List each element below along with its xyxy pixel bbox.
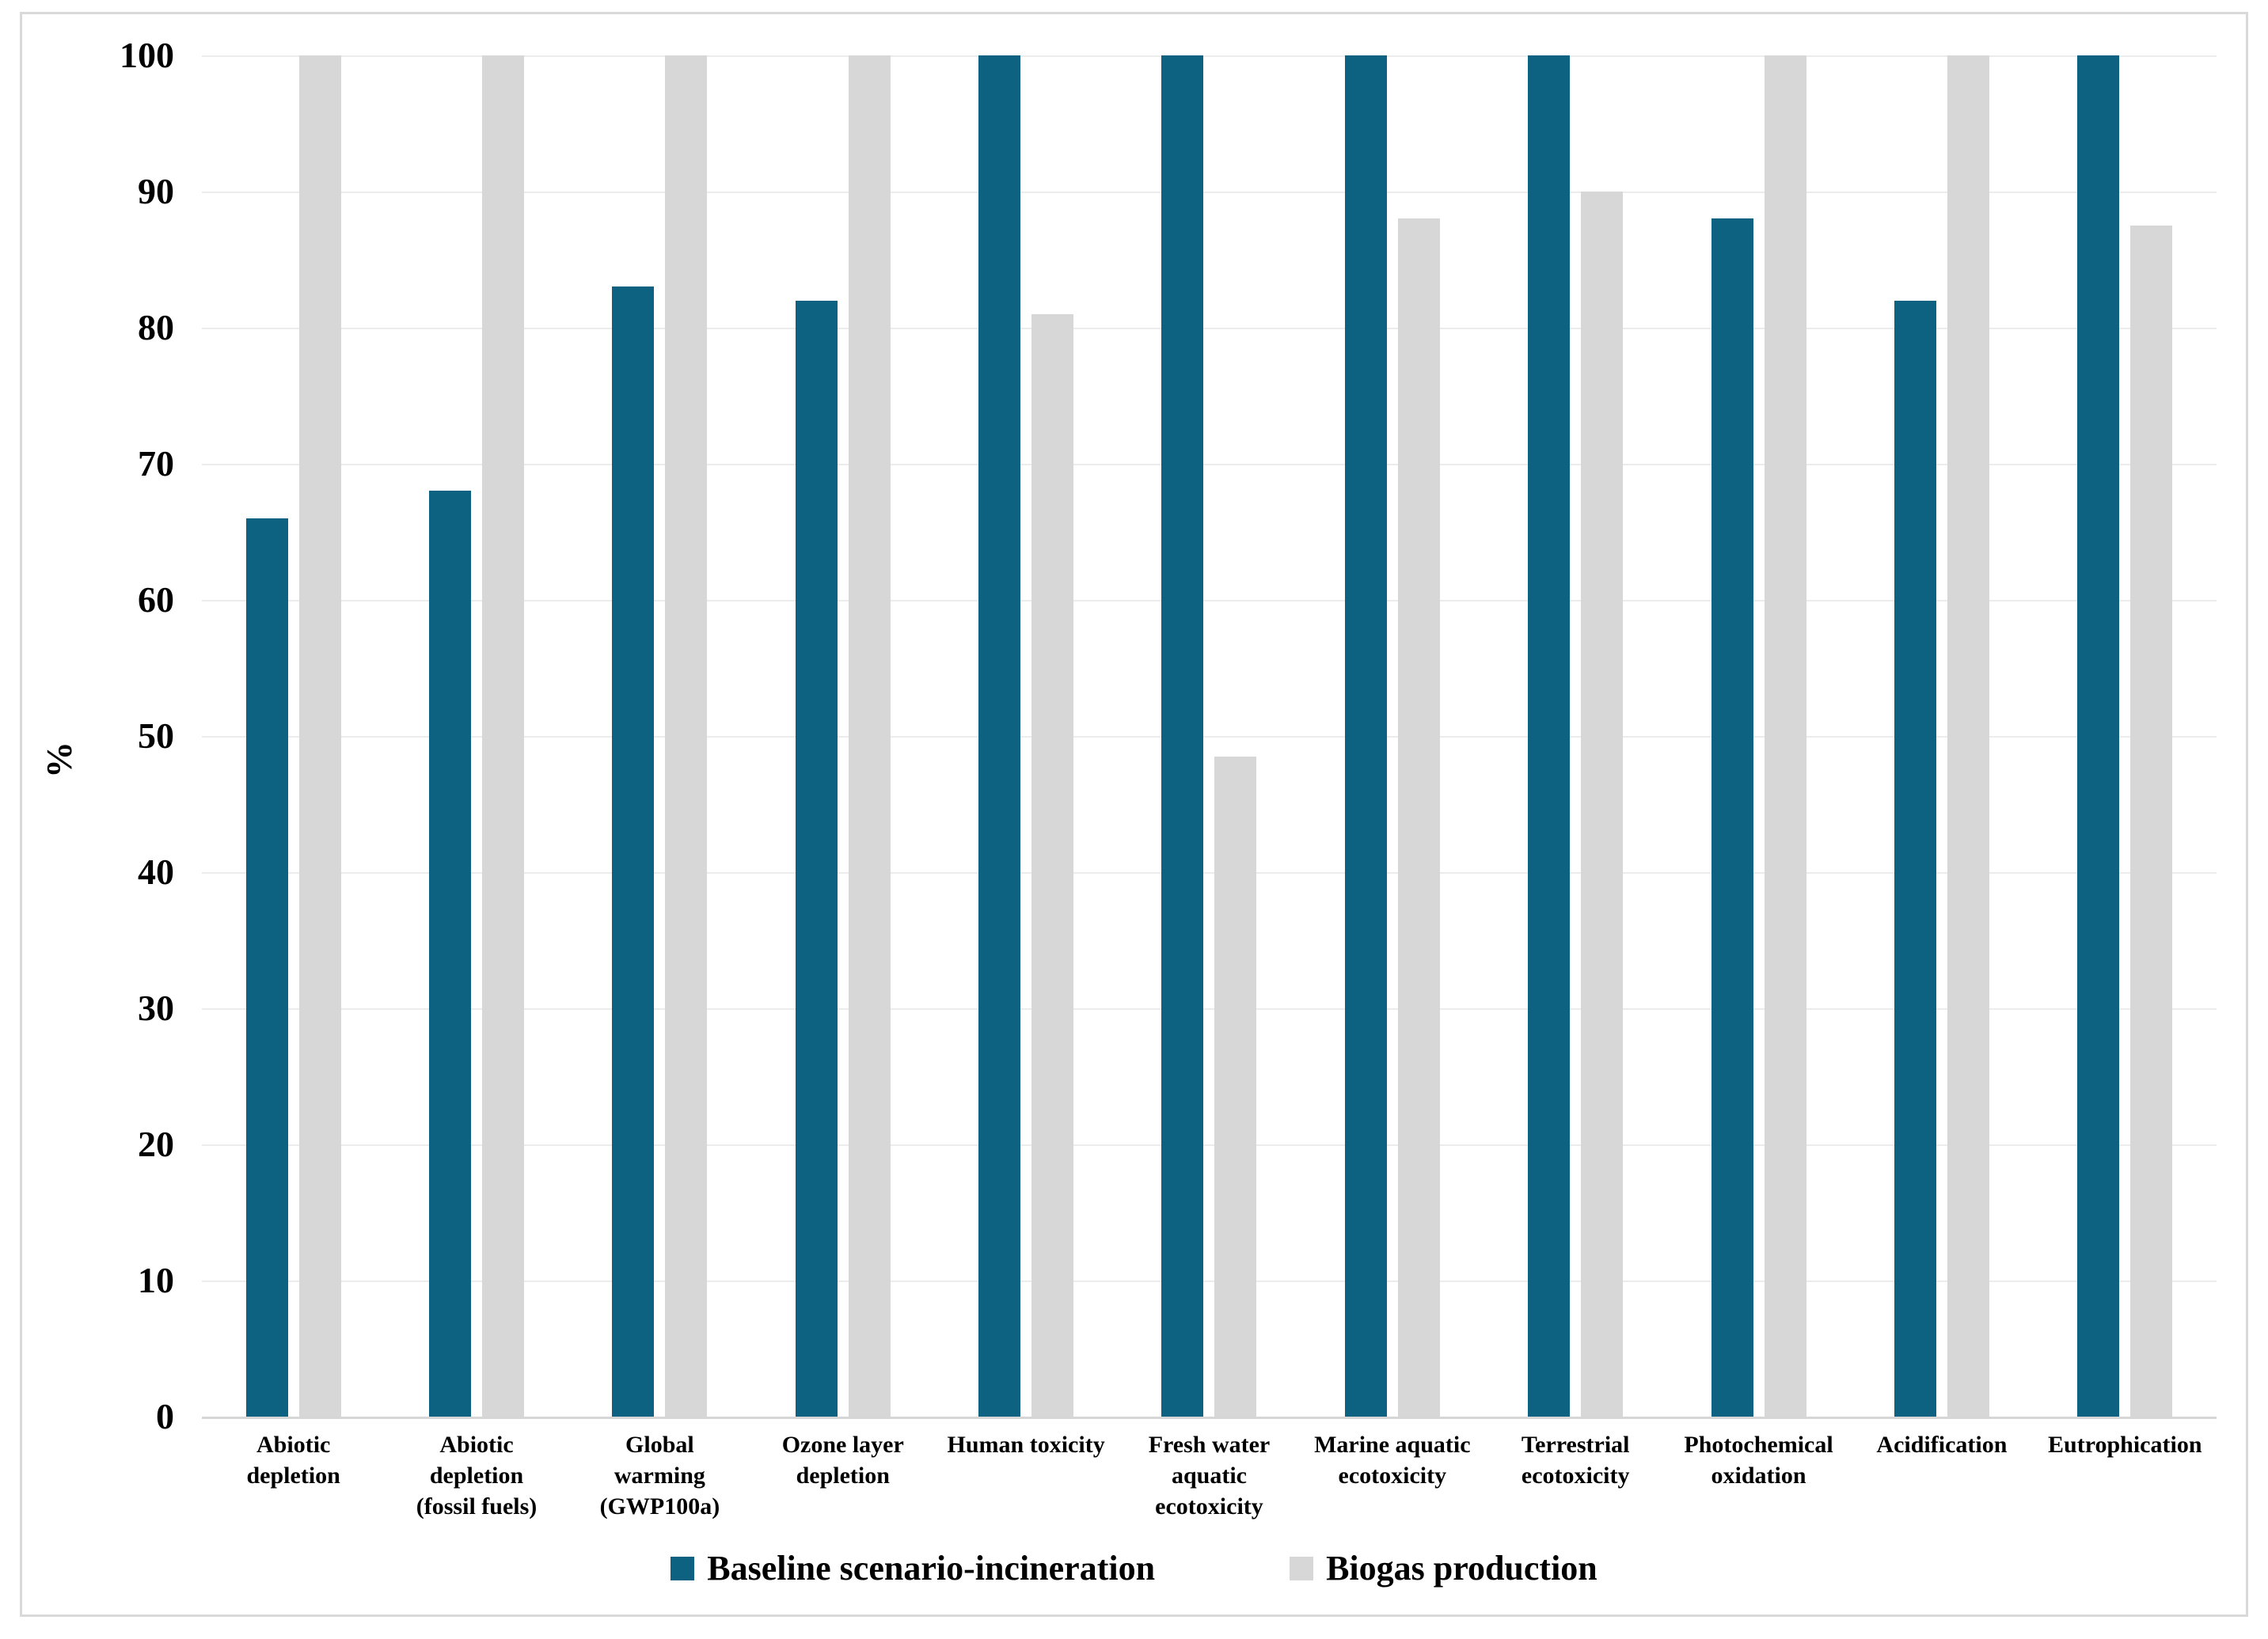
gridline xyxy=(202,736,2217,738)
bar-biogas-production xyxy=(482,55,525,1417)
y-tick-label: 30 xyxy=(138,988,174,1028)
y-tick-label: 80 xyxy=(138,307,174,347)
gridline xyxy=(202,1144,2217,1146)
legend-label: Biogas production xyxy=(1326,1549,1597,1588)
bar-group xyxy=(385,55,568,1417)
legend-label: Baseline scenario-incineration xyxy=(707,1549,1156,1588)
y-tick-label: 50 xyxy=(138,715,174,756)
bar-group xyxy=(1301,55,1484,1417)
x-category-label: Global warming (GWP100a) xyxy=(599,1432,720,1519)
y-tick-label: 60 xyxy=(138,579,174,620)
x-category-label: Terrestrial ecotoxicity xyxy=(1521,1432,1630,1489)
legend-swatch-icon xyxy=(1290,1556,1314,1580)
gridline xyxy=(202,192,2217,193)
gridline xyxy=(202,55,2217,57)
bar-biogas-production xyxy=(848,55,891,1417)
bar-baseline-scenario-incineration xyxy=(2077,55,2120,1417)
bar-biogas-production xyxy=(1397,218,1440,1417)
x-category-label: Fresh water aquatic ecotoxicity xyxy=(1148,1432,1271,1519)
bar-baseline-scenario-incineration xyxy=(1344,55,1387,1417)
bar-group xyxy=(751,55,934,1417)
bar-baseline-scenario-incineration xyxy=(1894,300,1936,1417)
x-category-label: Abiotic depletion (fossil fuels) xyxy=(416,1432,538,1519)
bar-biogas-production xyxy=(1031,313,1074,1417)
legend-item: Biogas production xyxy=(1290,1548,1597,1588)
bar-groups xyxy=(202,55,2217,1417)
y-tick-label: 70 xyxy=(138,443,174,484)
bar-baseline-scenario-incineration xyxy=(978,55,1021,1417)
bar-baseline-scenario-incineration xyxy=(1528,55,1571,1417)
x-category-label: Acidification xyxy=(1876,1432,2008,1458)
bar-biogas-production xyxy=(665,55,708,1417)
gridline xyxy=(202,1280,2217,1282)
bar-biogas-production xyxy=(298,55,341,1417)
y-tick-label: 40 xyxy=(138,852,174,892)
y-tick-label: 90 xyxy=(138,171,174,211)
x-axis-baseline xyxy=(202,1417,2217,1419)
bar-baseline-scenario-incineration xyxy=(612,286,655,1417)
bar-baseline-scenario-incineration xyxy=(245,518,288,1417)
legend-item: Baseline scenario-incineration xyxy=(671,1548,1155,1588)
bar-group xyxy=(934,55,1117,1417)
gridline xyxy=(202,464,2217,465)
bar-group xyxy=(202,55,385,1417)
bar-baseline-scenario-incineration xyxy=(429,491,472,1417)
bar-baseline-scenario-incineration xyxy=(1711,218,1753,1417)
bar-group xyxy=(1667,55,1850,1417)
bar-biogas-production xyxy=(1947,55,1989,1417)
x-category-label: Photochemical oxidation xyxy=(1684,1432,1833,1489)
x-category-label: Ozone layer depletion xyxy=(781,1432,904,1489)
x-category-label: Abiotic depletion xyxy=(246,1432,340,1489)
bar-biogas-production xyxy=(1764,55,1806,1417)
gridline xyxy=(202,600,2217,601)
bar-baseline-scenario-incineration xyxy=(1161,55,1204,1417)
x-category-label: Marine aquatic ecotoxicity xyxy=(1314,1432,1471,1489)
bar-group xyxy=(1850,55,2033,1417)
y-tick-label: 10 xyxy=(138,1260,174,1300)
y-tick-label: 100 xyxy=(120,35,174,75)
plot-area xyxy=(202,55,2217,1419)
bar-group xyxy=(1484,55,1667,1417)
bar-biogas-production xyxy=(2130,226,2173,1417)
bar-group xyxy=(568,55,751,1417)
chart-frame xyxy=(20,12,2248,1617)
bar-group xyxy=(1118,55,1301,1417)
gridline xyxy=(202,1008,2217,1010)
bar-baseline-scenario-incineration xyxy=(795,300,838,1417)
bar-biogas-production xyxy=(1214,756,1257,1417)
y-axis-tick-labels: 100 90 80 70 60 50 40 30 20 10 0 xyxy=(47,35,174,1436)
gridline xyxy=(202,328,2217,329)
gridline xyxy=(202,872,2217,874)
legend-swatch-icon xyxy=(671,1556,695,1580)
bar-biogas-production xyxy=(1581,192,1624,1417)
y-tick-label: 20 xyxy=(138,1124,174,1164)
x-axis-category-labels: Abiotic depletion Abiotic depletion (foss… xyxy=(202,1429,2217,1522)
x-category-label: Human toxicity xyxy=(947,1432,1105,1458)
y-tick-label: 0 xyxy=(156,1396,174,1436)
chart-legend: Baseline scenario-incineration Biogas pro… xyxy=(0,1548,2268,1588)
bar-group xyxy=(2034,55,2217,1417)
x-category-label: Eutrophication xyxy=(2048,1432,2202,1458)
